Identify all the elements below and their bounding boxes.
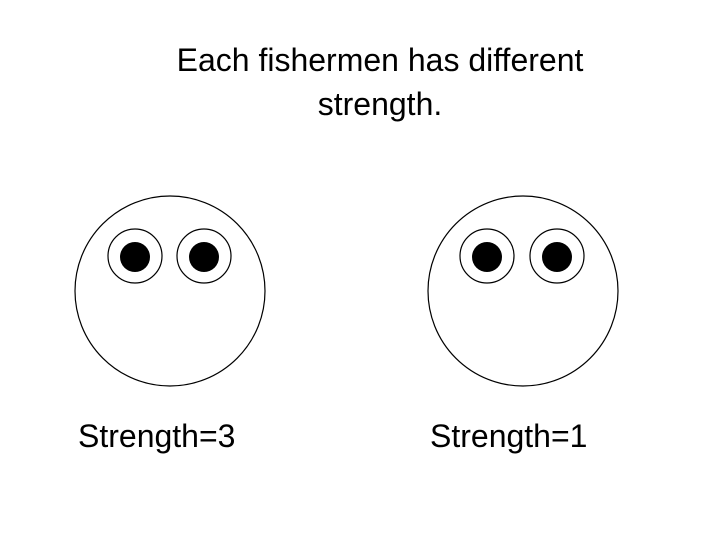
pupil-icon (120, 242, 150, 272)
pupil-icon (472, 242, 502, 272)
slide-title: Each fishermen has different strength. (176, 42, 584, 122)
face-icon (427, 195, 619, 387)
fisherman-left (74, 195, 266, 387)
strength-label-right: Strength=1 (430, 418, 588, 454)
pupil-icon (189, 242, 219, 272)
pupil-icon (542, 242, 572, 272)
fisherman-right (427, 195, 619, 387)
strength-label-left: Strength=3 (78, 418, 236, 454)
face-icon (74, 195, 266, 387)
